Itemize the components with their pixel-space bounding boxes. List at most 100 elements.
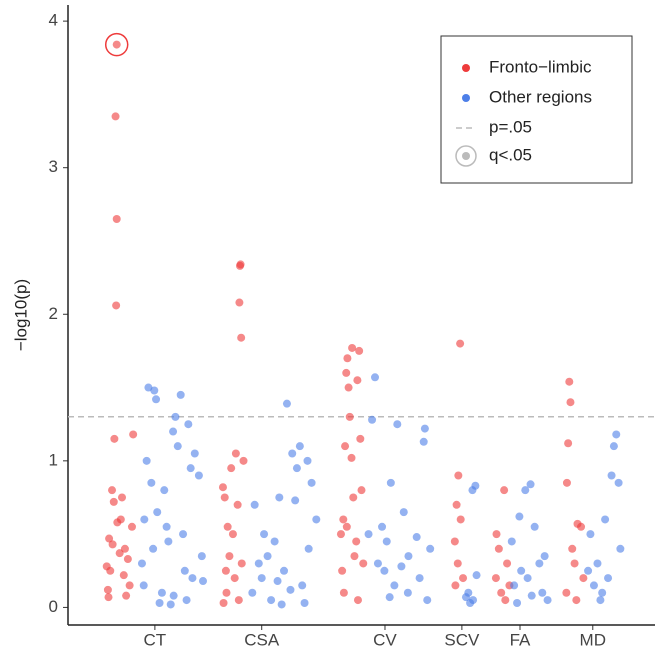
point xyxy=(152,395,161,404)
y-tick-label: 0 xyxy=(49,597,58,616)
point xyxy=(123,555,132,564)
y-tick-label: 3 xyxy=(49,157,58,176)
point xyxy=(338,566,347,575)
point xyxy=(219,599,228,608)
point xyxy=(353,376,362,385)
point xyxy=(345,412,354,421)
point xyxy=(584,566,593,575)
point xyxy=(184,420,193,429)
point xyxy=(153,508,162,517)
x-tick-label: SCV xyxy=(444,630,480,649)
point xyxy=(292,464,301,473)
point xyxy=(404,552,413,561)
point xyxy=(515,512,524,521)
point xyxy=(492,530,501,539)
point xyxy=(186,464,195,473)
point xyxy=(127,522,136,531)
point xyxy=(562,478,571,487)
point xyxy=(239,456,248,465)
point xyxy=(342,522,351,531)
point xyxy=(507,537,516,546)
point xyxy=(223,522,232,531)
point xyxy=(359,559,368,568)
point xyxy=(399,508,408,517)
point xyxy=(307,478,316,487)
point xyxy=(517,566,526,575)
point xyxy=(234,596,243,605)
legend-label: Other regions xyxy=(489,87,592,106)
point xyxy=(500,486,509,495)
point xyxy=(150,386,159,395)
point xyxy=(494,544,503,553)
point xyxy=(288,449,297,458)
point xyxy=(565,377,574,386)
point xyxy=(233,500,242,509)
point xyxy=(562,588,571,597)
point xyxy=(113,518,122,527)
point xyxy=(227,464,236,473)
point xyxy=(341,442,350,451)
point xyxy=(169,591,178,600)
point xyxy=(106,566,115,575)
point xyxy=(382,537,391,546)
point xyxy=(108,486,117,495)
point xyxy=(295,442,304,451)
point xyxy=(530,522,539,531)
x-tick-label: CV xyxy=(373,630,397,649)
legend-ring-dot xyxy=(462,152,470,160)
point xyxy=(129,430,138,439)
point xyxy=(228,530,237,539)
point xyxy=(108,540,117,549)
point xyxy=(221,566,230,575)
point xyxy=(371,373,380,382)
point xyxy=(352,537,361,546)
point xyxy=(275,493,284,502)
point xyxy=(237,333,246,342)
point xyxy=(122,591,131,600)
point xyxy=(472,571,481,580)
point xyxy=(298,581,307,590)
point xyxy=(270,537,279,546)
point xyxy=(380,566,389,575)
y-tick-label: 2 xyxy=(49,304,58,323)
point xyxy=(543,596,552,605)
x-tick-label: CSA xyxy=(244,630,280,649)
point xyxy=(527,591,536,600)
point xyxy=(612,430,621,439)
legend-marker xyxy=(462,64,470,72)
point xyxy=(336,530,345,539)
legend-box xyxy=(440,35,633,184)
point xyxy=(604,574,613,583)
legend-label: Fronto−limbic xyxy=(489,57,592,76)
point xyxy=(111,112,120,121)
point xyxy=(353,596,362,605)
point xyxy=(164,537,173,546)
y-axis-label: −log10(p) xyxy=(11,279,30,351)
point xyxy=(566,398,575,407)
x-tick-label: CT xyxy=(144,630,167,649)
point xyxy=(139,581,148,590)
point xyxy=(349,493,358,502)
point xyxy=(339,515,348,524)
point xyxy=(282,399,291,408)
point xyxy=(385,593,394,602)
point xyxy=(373,559,382,568)
point xyxy=(419,437,428,446)
point xyxy=(614,478,623,487)
point xyxy=(157,588,166,597)
point xyxy=(120,544,129,553)
point xyxy=(568,544,577,553)
point xyxy=(230,574,239,583)
point xyxy=(415,574,424,583)
point xyxy=(579,574,588,583)
point xyxy=(140,515,149,524)
point xyxy=(450,537,459,546)
point xyxy=(451,581,460,590)
point xyxy=(344,383,353,392)
point xyxy=(368,415,377,424)
point xyxy=(118,493,127,502)
y-tick-label: 1 xyxy=(49,450,58,469)
point xyxy=(356,434,365,443)
point xyxy=(194,471,203,480)
point xyxy=(173,442,182,451)
